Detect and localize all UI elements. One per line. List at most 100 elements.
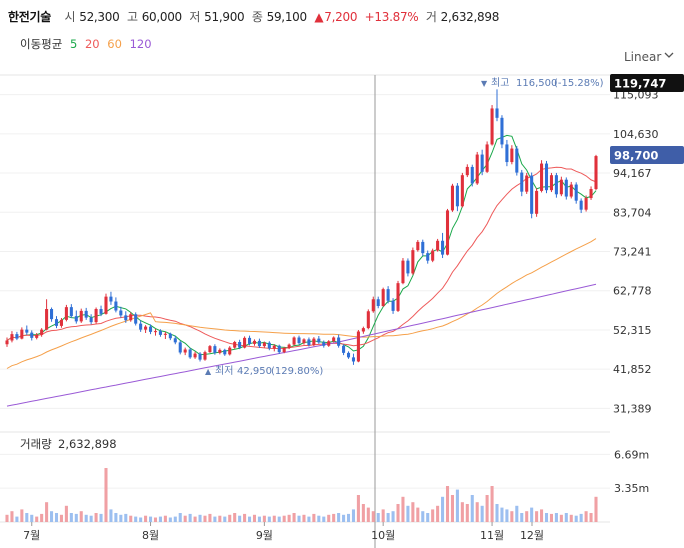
- candle-body: [406, 260, 410, 274]
- candle-body: [50, 309, 54, 320]
- volume-bar: [208, 513, 212, 522]
- candle-body: [69, 307, 73, 317]
- candle-body: [109, 296, 113, 302]
- volume-bar: [153, 517, 158, 522]
- candle-body: [455, 185, 459, 207]
- candle-body: [158, 331, 162, 335]
- volume-bar: [342, 514, 346, 522]
- volume-bar: [520, 513, 524, 522]
- volume-axis: 6.69m 3.35m: [614, 448, 649, 495]
- volume-bar: [84, 514, 88, 522]
- volume-bar: [114, 513, 118, 522]
- candle-body: [35, 334, 39, 338]
- candle-body: [119, 310, 123, 316]
- volume-bar: [15, 516, 19, 522]
- volume-bar: [243, 513, 247, 522]
- volume-bar: [69, 513, 73, 522]
- volume-bar: [193, 516, 197, 522]
- volume-bar: [297, 515, 301, 522]
- candle-body: [391, 300, 395, 311]
- volume-title-value: 2,632,898: [58, 437, 117, 451]
- candle-body: [549, 175, 553, 191]
- candle-body: [485, 144, 489, 172]
- candle-body: [193, 353, 197, 358]
- chevron-down-icon[interactable]: [662, 48, 676, 62]
- candle-body: [104, 296, 108, 314]
- candle-body: [510, 148, 514, 163]
- candle-body: [84, 310, 88, 318]
- candle-body: [223, 349, 227, 355]
- candle-body: [183, 349, 187, 353]
- price-tick-label: 73,241: [613, 246, 652, 259]
- candle-body: [149, 326, 153, 332]
- candle-body: [267, 342, 271, 349]
- volume-bar: [124, 513, 128, 522]
- low-annotation: ▲ 최저 42,950 (129.80%): [205, 365, 323, 377]
- candle-body: [450, 185, 454, 211]
- price-tick-label: 94,167: [613, 167, 652, 180]
- volume-bar: [554, 513, 558, 522]
- candle-body: [520, 172, 524, 192]
- volume-bar: [574, 515, 578, 522]
- ma20-legend[interactable]: 20: [84, 37, 100, 51]
- ma120-legend[interactable]: 120: [129, 37, 152, 51]
- price-tick-label: 62,778: [613, 285, 652, 298]
- candle-body: [134, 314, 138, 324]
- volume-bar: [262, 515, 266, 522]
- candle-body: [262, 342, 266, 347]
- high-label: 고: [126, 10, 138, 24]
- candle-body: [346, 352, 351, 358]
- volume-bars[interactable]: [5, 468, 598, 522]
- candle-body: [20, 329, 24, 339]
- volume-bar: [203, 515, 207, 522]
- ma-legend-label: 이동평균: [20, 37, 63, 51]
- volume-value: 2,632,898: [440, 10, 500, 24]
- volume-bar: [490, 486, 494, 522]
- ma5-legend[interactable]: 5: [69, 37, 78, 51]
- stock-name[interactable]: 한전기술: [8, 10, 51, 24]
- stock-header: 한전기술 시 52,300 고 60,000 저 51,900 종 59,100 ▲7,…: [0, 0, 684, 30]
- candle-body: [64, 307, 68, 320]
- scale-selector-label[interactable]: Linear: [624, 50, 662, 64]
- high-value: 60,000: [141, 10, 183, 24]
- last-price-tag-bg: [610, 146, 684, 164]
- volume-label: 거: [425, 10, 437, 24]
- candle-body: [411, 250, 415, 274]
- volume-bar: [356, 495, 360, 522]
- volume-bar: [366, 507, 370, 522]
- volume-bar: [109, 509, 113, 522]
- candle-body: [351, 357, 356, 362]
- ma60-line: [6, 238, 597, 369]
- close-value: 59,100: [266, 10, 308, 24]
- x-axis-tick-label: 9월: [256, 529, 273, 542]
- volume-bar: [163, 515, 167, 522]
- candle-body: [15, 334, 19, 339]
- candle-body: [188, 349, 192, 358]
- volume-bar: [20, 509, 24, 522]
- volume-title: 거래량: [20, 437, 52, 451]
- x-axis-tick-label: 8월: [142, 529, 159, 542]
- candlesticks[interactable]: [5, 89, 598, 365]
- candle-body: [559, 179, 563, 195]
- volume-bar: [391, 511, 395, 522]
- candle-body: [99, 309, 103, 314]
- candle-body: [470, 166, 474, 184]
- high-label: 최고: [491, 77, 509, 89]
- x-axis-tick-label: 7월: [23, 529, 40, 542]
- volume-bar: [530, 507, 534, 522]
- high-pct: (-15.28%): [554, 78, 604, 89]
- candle-body: [445, 210, 450, 255]
- volume-bar: [267, 516, 271, 522]
- candle-body: [30, 332, 34, 338]
- volume-bar: [149, 516, 153, 522]
- candle-body: [460, 175, 464, 207]
- x-axis-tick-label: 10월: [371, 529, 395, 542]
- moving-average-legend[interactable]: 이동평균 5 20 60 120: [20, 36, 156, 52]
- low-value: 51,900: [204, 10, 245, 24]
- volume-bar: [74, 513, 78, 522]
- candle-body: [361, 328, 365, 332]
- candle-body: [124, 315, 128, 321]
- ma60-legend[interactable]: 60: [107, 37, 122, 51]
- candle-body: [203, 352, 207, 360]
